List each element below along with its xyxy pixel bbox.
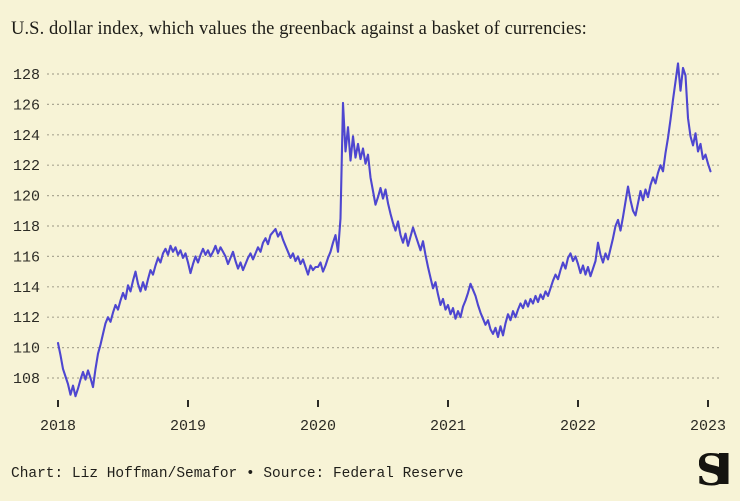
y-tick-label-122: 122 bbox=[13, 158, 40, 175]
semafor-logo-icon: S bbox=[699, 452, 729, 490]
x-tick-label-2020: 2020 bbox=[300, 418, 336, 435]
x-tick-label-2022: 2022 bbox=[560, 418, 596, 435]
chart-title: U.S. dollar index, which values the gree… bbox=[11, 19, 587, 39]
x-tick-label-2023: 2023 bbox=[690, 418, 726, 435]
dollar-index-series-line bbox=[56, 62, 712, 398]
x-tick-label-2019: 2019 bbox=[170, 418, 206, 435]
y-tick-label-116: 116 bbox=[13, 249, 40, 266]
y-tick-label-124: 124 bbox=[13, 128, 40, 145]
x-tick-label-2018: 2018 bbox=[40, 418, 76, 435]
chart-credit: Chart: Liz Hoffman/Semafor • Source: Fed… bbox=[11, 466, 464, 482]
x-tick-label-2021: 2021 bbox=[430, 418, 466, 435]
y-tick-label-126: 126 bbox=[13, 97, 40, 114]
y-tick-label-114: 114 bbox=[13, 280, 40, 297]
logo-flag-bar bbox=[719, 453, 729, 484]
y-tick-label-128: 128 bbox=[13, 67, 40, 84]
y-tick-label-110: 110 bbox=[13, 341, 40, 358]
y-tick-label-118: 118 bbox=[13, 219, 40, 236]
y-tick-label-112: 112 bbox=[13, 310, 40, 327]
y-tick-label-108: 108 bbox=[13, 371, 40, 388]
logo-letter: S bbox=[699, 452, 727, 490]
y-tick-label-120: 120 bbox=[13, 189, 40, 206]
